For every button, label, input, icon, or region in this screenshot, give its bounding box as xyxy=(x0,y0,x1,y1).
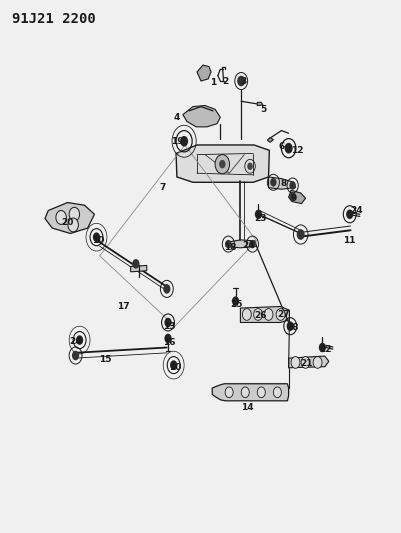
Text: 9: 9 xyxy=(290,194,296,203)
Text: 19: 19 xyxy=(170,137,183,146)
Polygon shape xyxy=(182,106,220,127)
Circle shape xyxy=(93,232,100,242)
Polygon shape xyxy=(267,138,273,142)
Text: 7: 7 xyxy=(159,183,166,192)
Circle shape xyxy=(69,207,79,221)
Text: 3: 3 xyxy=(239,77,246,86)
Circle shape xyxy=(247,163,252,170)
Circle shape xyxy=(225,240,231,248)
Circle shape xyxy=(72,351,79,360)
Text: 13: 13 xyxy=(162,322,175,330)
Circle shape xyxy=(241,387,249,398)
Text: 10: 10 xyxy=(168,364,180,372)
Circle shape xyxy=(263,309,272,320)
Circle shape xyxy=(180,136,188,147)
Text: 25: 25 xyxy=(229,301,242,309)
Circle shape xyxy=(254,209,261,219)
Circle shape xyxy=(300,357,309,368)
Circle shape xyxy=(289,192,295,200)
Polygon shape xyxy=(257,102,262,106)
Circle shape xyxy=(215,155,229,174)
Circle shape xyxy=(163,284,170,294)
Polygon shape xyxy=(288,190,305,204)
Circle shape xyxy=(219,160,225,168)
Text: 11: 11 xyxy=(342,237,355,245)
Circle shape xyxy=(257,387,265,398)
Text: 6: 6 xyxy=(277,142,284,151)
Text: 16: 16 xyxy=(162,338,175,346)
Text: 91J21 2200: 91J21 2200 xyxy=(12,12,95,26)
Circle shape xyxy=(275,309,284,320)
Polygon shape xyxy=(45,203,94,233)
Polygon shape xyxy=(196,65,211,81)
Circle shape xyxy=(237,76,245,86)
Polygon shape xyxy=(288,356,328,368)
Circle shape xyxy=(289,181,295,190)
Circle shape xyxy=(249,240,255,248)
Text: 22: 22 xyxy=(318,345,331,353)
Text: 5: 5 xyxy=(259,105,266,114)
Circle shape xyxy=(170,360,177,370)
Polygon shape xyxy=(176,145,269,182)
Text: 1: 1 xyxy=(209,78,216,87)
Polygon shape xyxy=(268,177,295,189)
Polygon shape xyxy=(212,384,288,401)
Circle shape xyxy=(345,209,352,219)
Text: 24: 24 xyxy=(69,337,82,345)
Text: 17: 17 xyxy=(117,302,130,311)
Text: 24: 24 xyxy=(350,206,363,215)
Circle shape xyxy=(286,321,293,331)
Circle shape xyxy=(242,309,251,320)
Polygon shape xyxy=(225,240,256,248)
Circle shape xyxy=(269,178,276,187)
Circle shape xyxy=(253,309,262,320)
Text: 10: 10 xyxy=(92,237,104,245)
Text: 14: 14 xyxy=(240,403,253,412)
Text: 27: 27 xyxy=(276,310,289,319)
Circle shape xyxy=(225,387,233,398)
Circle shape xyxy=(56,211,66,224)
Text: 18: 18 xyxy=(223,244,236,252)
Text: 2: 2 xyxy=(221,77,228,85)
Circle shape xyxy=(284,143,292,154)
Circle shape xyxy=(132,259,139,269)
Text: 26: 26 xyxy=(253,311,266,320)
Text: 4: 4 xyxy=(173,113,180,122)
Text: 24: 24 xyxy=(241,241,254,249)
Circle shape xyxy=(68,218,78,232)
Text: 23: 23 xyxy=(253,214,266,223)
Circle shape xyxy=(76,335,83,345)
Circle shape xyxy=(312,357,321,368)
Circle shape xyxy=(273,387,281,398)
Circle shape xyxy=(164,334,171,343)
Text: 28: 28 xyxy=(286,324,298,332)
Polygon shape xyxy=(240,306,289,322)
Text: 8: 8 xyxy=(279,180,286,188)
Text: 15: 15 xyxy=(99,356,111,364)
Circle shape xyxy=(296,229,304,240)
Text: 20: 20 xyxy=(61,219,73,227)
Circle shape xyxy=(164,318,171,327)
Circle shape xyxy=(318,343,325,352)
Text: 12: 12 xyxy=(290,146,303,155)
Polygon shape xyxy=(130,265,146,272)
Circle shape xyxy=(231,296,239,306)
Circle shape xyxy=(290,357,299,368)
Text: 21: 21 xyxy=(299,359,312,368)
